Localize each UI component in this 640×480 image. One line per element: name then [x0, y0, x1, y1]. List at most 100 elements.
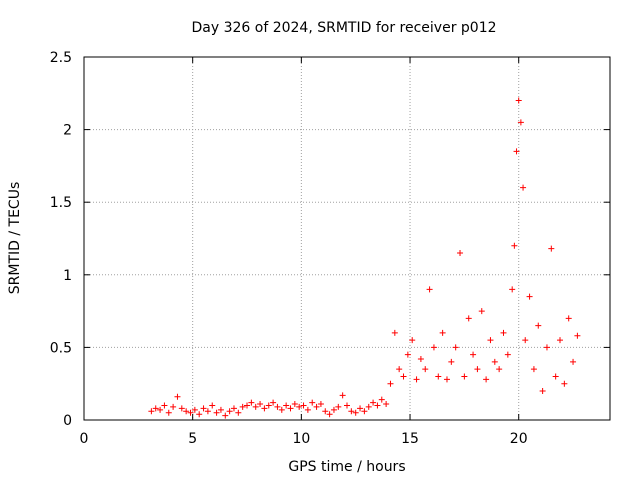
data-point — [461, 373, 468, 380]
data-point — [204, 408, 211, 415]
chart-title: Day 326 of 2024, SRMTID for receiver p01… — [191, 20, 496, 36]
data-point — [161, 402, 168, 409]
data-point — [400, 373, 407, 380]
data-point — [361, 408, 368, 415]
data-point — [274, 403, 281, 410]
data-point — [283, 402, 290, 409]
data-point — [557, 337, 564, 344]
data-point — [504, 351, 511, 358]
data-point — [422, 366, 429, 373]
data-point — [530, 366, 537, 373]
data-point — [509, 286, 516, 293]
data-point — [396, 366, 403, 373]
data-point — [409, 337, 416, 344]
data-point — [517, 119, 524, 126]
data-point — [513, 148, 520, 155]
data-point — [465, 315, 472, 322]
data-point — [496, 366, 503, 373]
data-point — [487, 337, 494, 344]
data-point — [535, 322, 542, 329]
axis-ticks — [83, 56, 610, 421]
data-point — [339, 392, 346, 399]
y-tick-label: 1 — [63, 268, 72, 284]
data-point — [226, 408, 233, 415]
x-tick-label: 5 — [188, 431, 197, 447]
data-point — [448, 358, 455, 365]
data-point — [474, 366, 481, 373]
data-point — [209, 402, 216, 409]
data-point — [191, 406, 198, 413]
data-point — [178, 405, 185, 412]
data-point — [335, 403, 342, 410]
y-tick-label: 0 — [63, 413, 72, 429]
data-point — [526, 293, 533, 300]
data-point — [522, 337, 529, 344]
data-point — [296, 403, 303, 410]
data-point — [213, 409, 220, 416]
data-point — [391, 329, 398, 336]
data-point — [244, 402, 251, 409]
data-point — [322, 408, 329, 415]
data-point — [520, 184, 527, 191]
data-point — [574, 332, 581, 339]
data-point — [383, 401, 390, 408]
data-point — [261, 405, 268, 412]
data-point — [148, 408, 155, 415]
data-point — [435, 373, 442, 380]
y-tick-label: 2 — [63, 123, 72, 139]
data-point — [313, 403, 320, 410]
data-point — [217, 406, 224, 413]
data-point — [187, 409, 194, 416]
data-point — [404, 351, 411, 358]
data-point — [152, 405, 159, 412]
data-point — [491, 358, 498, 365]
data-point — [470, 351, 477, 358]
data-point — [291, 401, 298, 408]
data-point — [309, 399, 316, 406]
data-point — [278, 406, 285, 413]
data-point — [552, 373, 559, 380]
data-point — [457, 250, 464, 257]
data-point — [357, 405, 364, 412]
data-point — [326, 411, 333, 418]
data-point — [183, 408, 190, 415]
data-point — [417, 356, 424, 363]
x-tick-label: 20 — [510, 431, 528, 447]
data-point — [252, 403, 259, 410]
data-point — [378, 396, 385, 403]
data-point — [426, 286, 433, 293]
data-point — [370, 399, 377, 406]
plot-frame — [83, 56, 611, 421]
data-point — [374, 402, 381, 409]
data-point — [174, 393, 181, 400]
data-point — [483, 376, 490, 383]
data-point — [570, 358, 577, 365]
data-point — [330, 406, 337, 413]
data-point — [157, 406, 164, 413]
data-point — [413, 376, 420, 383]
data-point — [548, 245, 555, 252]
data-point — [196, 411, 203, 418]
data-point — [565, 315, 572, 322]
data-point — [352, 409, 359, 416]
data-point — [478, 308, 485, 315]
data-point — [344, 402, 350, 409]
data-point — [287, 405, 294, 412]
data-point — [270, 399, 277, 406]
data-point — [257, 401, 264, 408]
data-point — [235, 409, 242, 416]
data-point — [443, 376, 450, 383]
data-point — [170, 403, 177, 410]
data-point — [300, 402, 307, 409]
data-point — [500, 329, 507, 336]
data-point — [515, 97, 522, 104]
data-point — [387, 380, 394, 387]
y-tick-label: 1.5 — [50, 195, 72, 211]
data-point — [248, 399, 255, 406]
x-axis-label: GPS time / hours — [288, 459, 405, 475]
data-point — [304, 406, 311, 413]
x-tick-label: 0 — [80, 431, 89, 447]
data-point — [200, 405, 207, 412]
x-tick-label: 15 — [401, 431, 419, 447]
